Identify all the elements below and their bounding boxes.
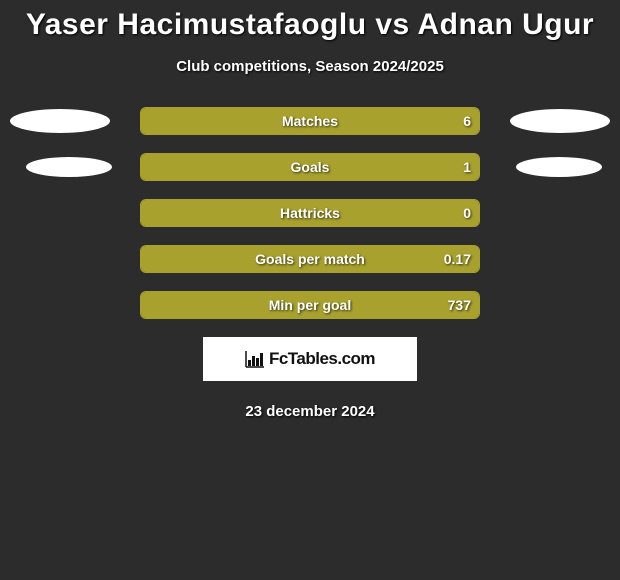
logo-text: FcTables.com xyxy=(269,349,375,369)
player-left-marker xyxy=(26,157,112,177)
subtitle: Club competitions, Season 2024/2025 xyxy=(0,58,620,75)
stat-value: 737 xyxy=(448,297,471,313)
stat-label: Goals per match xyxy=(255,251,365,267)
bar-chart-icon xyxy=(245,350,265,368)
page-title: Yaser Hacimustafaoglu vs Adnan Ugur xyxy=(0,0,620,42)
stat-bar: Matches 6 xyxy=(140,107,480,135)
stat-bar: Goals 1 xyxy=(140,153,480,181)
stat-label: Goals xyxy=(291,159,330,175)
stat-label: Hattricks xyxy=(280,205,340,221)
stat-row: Min per goal 737 xyxy=(0,291,620,319)
stat-bar: Hattricks 0 xyxy=(140,199,480,227)
stat-row: Goals per match 0.17 xyxy=(0,245,620,273)
stat-value: 6 xyxy=(463,113,471,129)
stat-row: Matches 6 xyxy=(0,107,620,135)
stat-label: Min per goal xyxy=(269,297,351,313)
player-right-marker xyxy=(510,109,610,133)
stat-value: 0.17 xyxy=(444,251,471,267)
stat-value: 1 xyxy=(463,159,471,175)
stat-label: Matches xyxy=(282,113,338,129)
stat-bar: Goals per match 0.17 xyxy=(140,245,480,273)
stat-bar: Min per goal 737 xyxy=(140,291,480,319)
stat-row: Goals 1 xyxy=(0,153,620,181)
stats-chart: Matches 6 Goals 1 Hattricks 0 Goals per match 0… xyxy=(0,107,620,319)
stat-row: Hattricks 0 xyxy=(0,199,620,227)
date-label: 23 december 2024 xyxy=(0,403,620,420)
fctables-logo[interactable]: FcTables.com xyxy=(203,337,417,381)
player-right-marker xyxy=(516,157,602,177)
player-left-marker xyxy=(10,109,110,133)
stat-value: 0 xyxy=(463,205,471,221)
